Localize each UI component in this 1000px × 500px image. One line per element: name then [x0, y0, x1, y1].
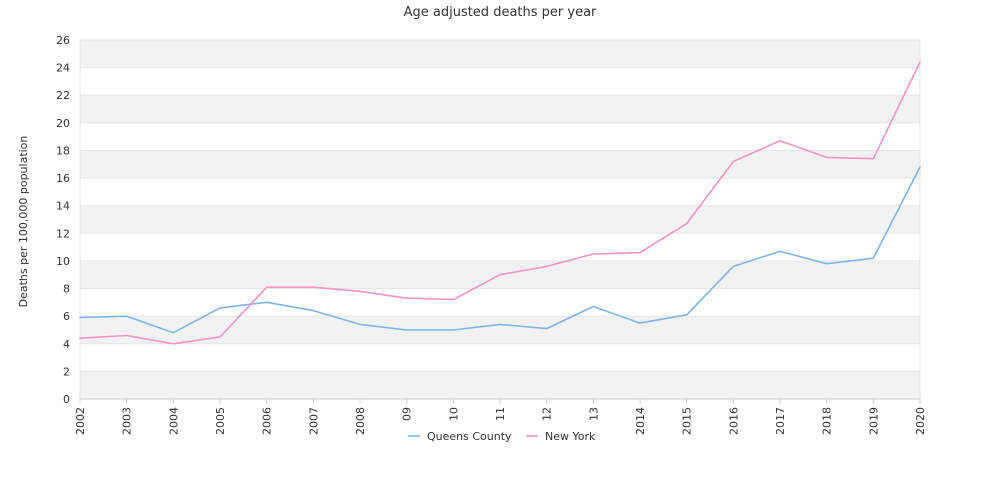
- x-tick-label: 2005: [214, 407, 227, 435]
- grid-bands: [80, 40, 920, 399]
- grid-band: [80, 343, 920, 372]
- grid-band: [80, 371, 920, 399]
- x-tick-label: 2020: [914, 407, 927, 435]
- series-line: [79, 166, 921, 334]
- grid-band: [80, 40, 920, 68]
- y-tick-label: 6: [63, 310, 70, 323]
- legend-label: Queens County: [427, 430, 512, 443]
- grid-band: [80, 150, 920, 179]
- legend: Queens County New York: [408, 430, 596, 443]
- x-tick-label: 2004: [167, 407, 180, 435]
- x-tick-label: 09: [401, 407, 414, 421]
- x-tick-label: 2017: [774, 407, 787, 435]
- y-tick-label: 16: [56, 172, 70, 185]
- x-tick-label: 2015: [681, 407, 694, 435]
- y-tick-label: 14: [56, 200, 70, 213]
- x-tick-label: 2019: [867, 407, 880, 435]
- grid-band: [80, 288, 920, 317]
- series-lines: [79, 61, 921, 345]
- grid-band: [80, 316, 920, 344]
- grid-band: [80, 95, 920, 123]
- x-tick-label: 12: [541, 407, 554, 421]
- y-tick-label: 4: [63, 338, 70, 351]
- y-tick-label: 18: [56, 144, 70, 157]
- y-tick-label: 26: [56, 34, 70, 47]
- x-tick-label: 2002: [74, 407, 87, 435]
- x-tick-label: 2003: [121, 407, 134, 435]
- legend-label: New York: [545, 430, 596, 443]
- y-axis-label: Deaths per 100,000 population: [17, 136, 30, 308]
- y-tick-label: 2: [63, 365, 70, 378]
- x-tick-label: 10: [447, 407, 460, 421]
- grid-band: [80, 233, 920, 261]
- x-tick-label: 2007: [307, 407, 320, 435]
- y-tick-label: 8: [63, 283, 70, 296]
- x-tick-label: 11: [494, 407, 507, 421]
- grid-band: [80, 178, 920, 206]
- x-axis-ticks: 2002 2003 2004 2005 2006 2007 2008 09 10 11 12 13 20…: [74, 399, 927, 435]
- y-tick-label: 10: [56, 255, 70, 268]
- series-line: [79, 61, 921, 345]
- x-tick-label: 13: [587, 407, 600, 421]
- chart-title: Age adjusted deaths per year: [404, 5, 597, 20]
- legend-item[interactable]: Queens County: [408, 430, 512, 443]
- legend-item[interactable]: New York: [526, 430, 596, 443]
- y-tick-label: 22: [56, 89, 70, 102]
- y-tick-label: 20: [56, 117, 70, 130]
- x-tick-label: 2018: [821, 407, 834, 435]
- x-tick-label: 2008: [354, 407, 367, 435]
- y-tick-label: 12: [56, 227, 70, 240]
- grid-band: [80, 205, 920, 234]
- grid-band: [80, 122, 920, 151]
- x-tick-label: 2014: [634, 407, 647, 435]
- y-tick-label: 0: [63, 393, 70, 406]
- x-tick-label: 2006: [261, 407, 274, 435]
- grid-band: [80, 67, 920, 96]
- x-tick-label: 2016: [727, 407, 740, 435]
- y-tick-label: 24: [56, 62, 70, 75]
- grid-lines: [79, 39, 921, 400]
